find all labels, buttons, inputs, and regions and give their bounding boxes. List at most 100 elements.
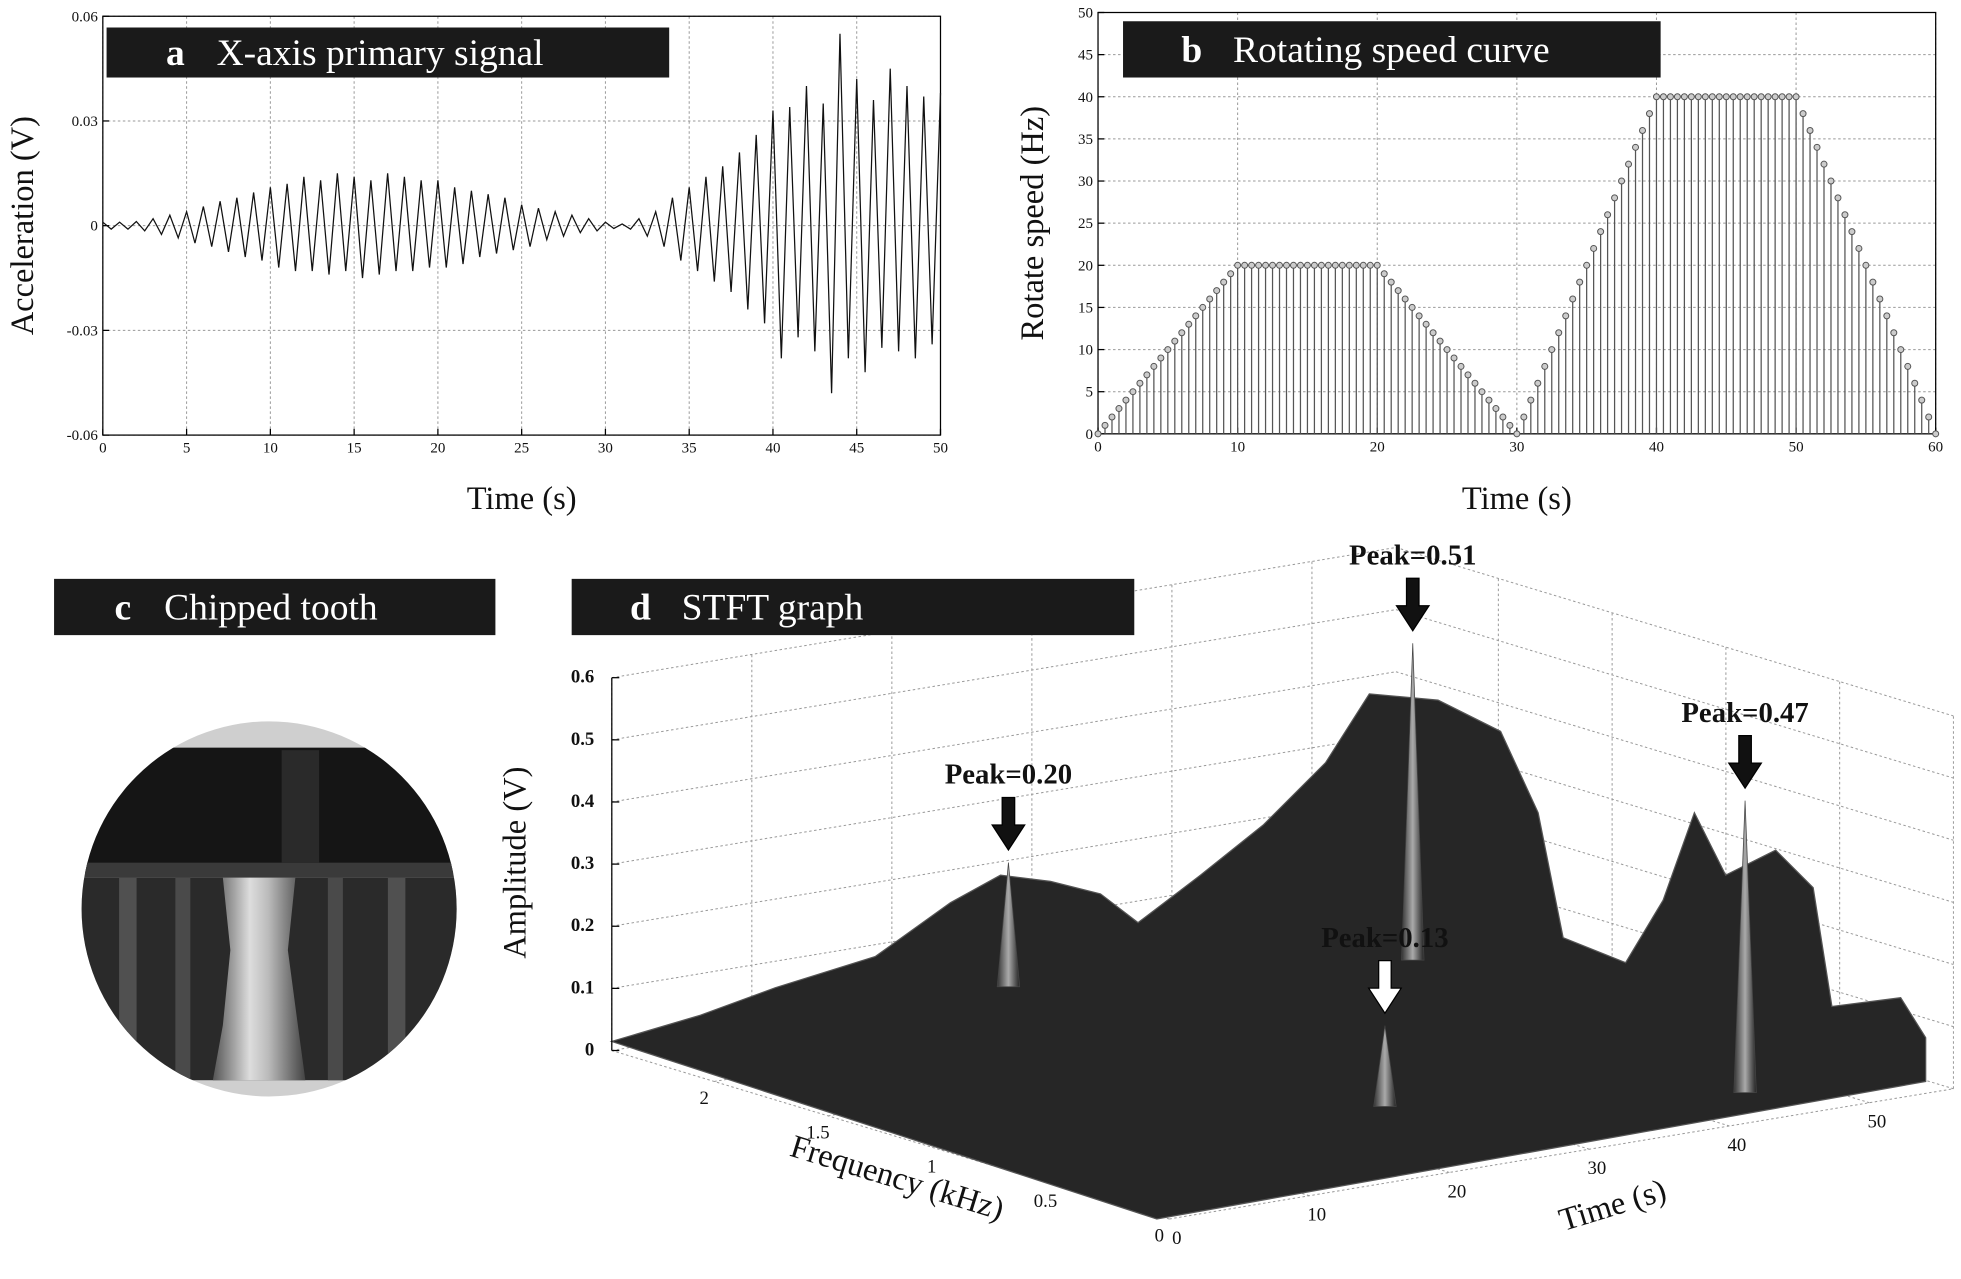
stem-marker (1450, 354, 1458, 362)
panel-label: a (166, 33, 185, 74)
y-tick-label: 1 (927, 1157, 936, 1178)
stem-marker (1548, 346, 1556, 354)
grid-line (611, 671, 1397, 803)
stem-marker (1157, 354, 1165, 362)
stem-marker (1562, 312, 1570, 320)
stem-marker (1331, 261, 1339, 269)
stem-marker (1799, 110, 1807, 118)
stem-marker (1645, 110, 1653, 118)
grid-line (1395, 609, 1954, 779)
stem-marker (1227, 270, 1235, 278)
stem-marker (1611, 194, 1619, 202)
x-tick-label: 10 (1230, 439, 1245, 455)
stem-marker (1464, 371, 1472, 379)
grid-line (1395, 546, 1954, 717)
x-tick-label: 15 (347, 441, 362, 457)
panel-label: b (1181, 30, 1202, 71)
x-axis-label: Time (s) (1555, 1172, 1671, 1239)
panel-title: Rotating speed curve (1233, 30, 1550, 71)
stem-marker (1729, 93, 1737, 101)
peak-spike (1733, 800, 1757, 1094)
stem-marker (1680, 93, 1688, 101)
stem-marker (1115, 405, 1123, 413)
stem-marker (1492, 405, 1500, 413)
stem-marker (1164, 346, 1172, 354)
stem-marker (1778, 93, 1786, 101)
y-tick-label: 35 (1078, 132, 1093, 148)
stem-marker (1722, 93, 1730, 101)
y-tick-label: 45 (1078, 48, 1093, 64)
stem-marker (1527, 396, 1535, 404)
stem-marker (1708, 93, 1716, 101)
stem-marker (1820, 160, 1828, 168)
stem-marker (1485, 396, 1493, 404)
stem-marker (1659, 93, 1667, 101)
title-box (54, 578, 496, 636)
stem-marker (1345, 261, 1353, 269)
stem-marker (1317, 261, 1325, 269)
stem-marker (1771, 93, 1779, 101)
y-tick-label: 5 (1086, 385, 1094, 401)
stem-marker (1276, 261, 1284, 269)
stem-marker (1806, 126, 1814, 134)
stem-marker (1883, 312, 1891, 320)
peak-arrow (991, 796, 1026, 852)
grid-line (611, 609, 1397, 741)
stem-marker (1520, 413, 1528, 421)
y-tick-label: 2 (700, 1088, 709, 1109)
stem-marker (1269, 261, 1277, 269)
title-box (1123, 21, 1661, 78)
y-tick-label: 0 (90, 219, 98, 235)
x-tick-label: 30 (1587, 1158, 1606, 1179)
stem-marker (1401, 295, 1409, 303)
y-tick-label: 10 (1078, 343, 1093, 359)
x-tick-label: 40 (1728, 1135, 1747, 1156)
stem-marker (1415, 312, 1423, 320)
stem-marker (1904, 362, 1912, 370)
stem-marker (1387, 278, 1395, 286)
stem-marker (1750, 93, 1758, 101)
stem-marker (1324, 261, 1332, 269)
signal-line (102, 33, 942, 394)
grid-line (611, 795, 1397, 927)
peak-label: Peak=0.51 (1349, 539, 1476, 571)
stem-marker (1932, 430, 1940, 438)
stem-marker (1422, 320, 1430, 328)
surface-mass (609, 693, 1927, 1220)
peak-label: Peak=0.13 (1321, 922, 1448, 954)
y-tick-label: -0.03 (67, 323, 98, 339)
stem-marker (1289, 261, 1297, 269)
title-box (571, 578, 1135, 636)
stem-marker (1513, 430, 1521, 438)
stem-marker (1185, 320, 1193, 328)
stem-marker (1338, 261, 1346, 269)
y-tick-label: -0.06 (67, 428, 99, 444)
hub-highlight (281, 750, 320, 863)
stem-marker (1757, 93, 1765, 101)
peak-label: Peak=0.47 (1681, 697, 1808, 729)
stem-marker (1743, 93, 1751, 101)
y-tick-label: 0.06 (72, 9, 99, 25)
x-tick-label: 10 (1307, 1205, 1326, 1226)
stem-marker (1129, 388, 1137, 396)
stem-marker (1499, 413, 1507, 421)
stem-marker (1855, 244, 1863, 252)
peak-arrow (1395, 577, 1431, 632)
x-tick-label: 10 (263, 441, 278, 457)
x-tick-label: 45 (849, 441, 864, 457)
stem-marker (1192, 312, 1200, 320)
stem-marker (1827, 177, 1835, 185)
x-tick-label: 50 (933, 441, 948, 457)
gear-rim (81, 862, 457, 878)
y-tick-label: 1.5 (806, 1122, 829, 1143)
y-axis-label: Rotate speed (Hz) (1015, 106, 1051, 341)
stem-marker (1555, 329, 1563, 337)
stem-marker (1834, 194, 1842, 202)
x-tick-label: 20 (1370, 439, 1385, 455)
y-tick-label: 20 (1078, 258, 1093, 274)
x-tick-label: 60 (1928, 439, 1943, 455)
y-tick-label: 15 (1078, 300, 1093, 316)
stem-marker (1618, 177, 1626, 185)
